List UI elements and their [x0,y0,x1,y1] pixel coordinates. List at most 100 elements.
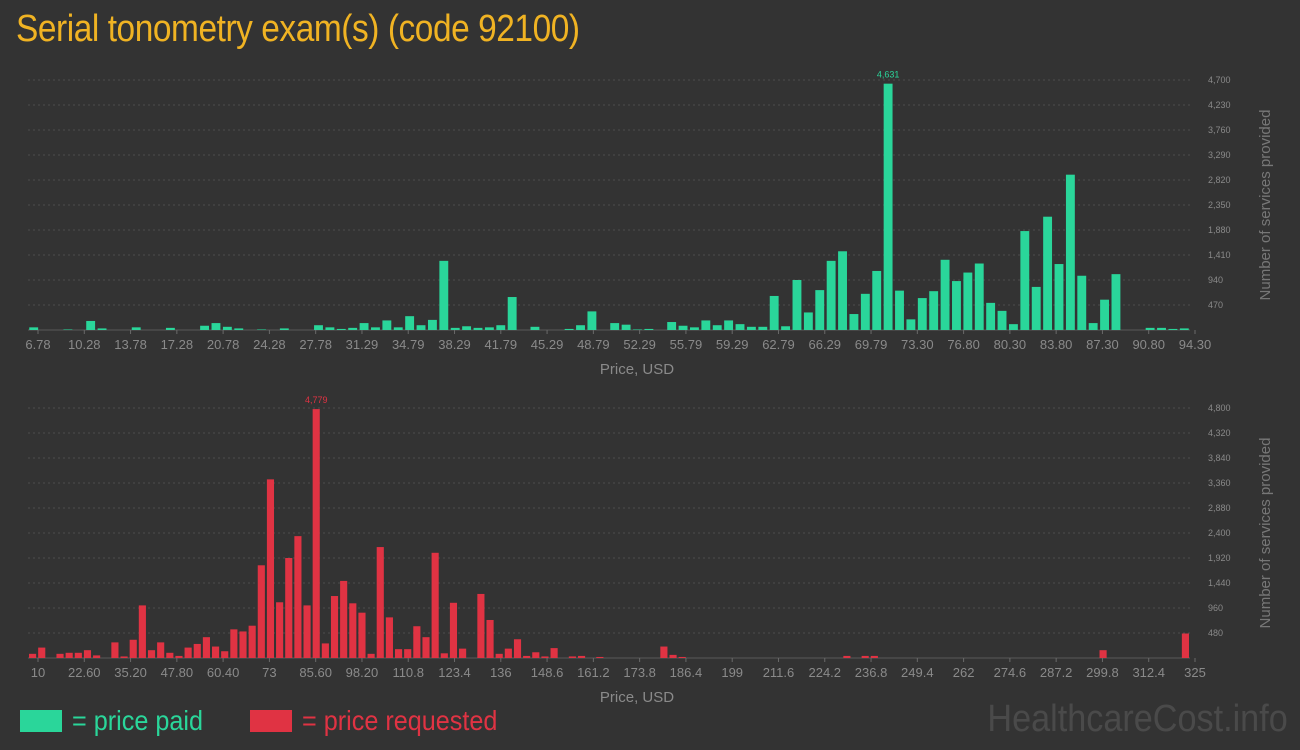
x-tick-label: 27.78 [299,337,332,352]
bar [576,325,585,330]
x-tick-label: 312.4 [1132,665,1165,680]
bar [248,625,256,658]
bar [577,655,586,658]
bar [1031,286,1041,330]
peak-value-label: 4,779 [305,395,328,405]
x-tick-label: 45.29 [531,337,564,352]
y-axis-title: Number of services provided [1257,438,1274,629]
bar [257,329,266,330]
x-tick-label: 73.30 [901,337,934,352]
x-tick-label: 83.80 [1040,337,1073,352]
page-title: Serial tonometry exam(s) (code 92100) [16,8,580,50]
x-tick-label: 94.30 [1179,337,1212,352]
x-tick-label: 48.79 [577,337,610,352]
bar [758,326,768,330]
bar [486,619,494,658]
x-tick-label: 148.6 [531,665,564,680]
bar [906,319,916,330]
y-tick-label: 1,920 [1208,553,1231,563]
x-tick-label: 110.8 [392,665,424,680]
bar [849,314,859,330]
legend-item-paid: = price paid [20,704,218,738]
bar [221,651,229,658]
bar [336,328,346,330]
bar [74,652,82,658]
bar [440,653,448,658]
y-tick-label: 2,350 [1208,200,1231,210]
bar [367,653,375,658]
y-tick-label: 1,410 [1208,250,1231,260]
bar [1168,328,1178,330]
bar [405,316,415,330]
bar [792,280,802,330]
x-tick-label: 90.80 [1132,337,1165,352]
bar [285,558,293,658]
bar [530,326,540,330]
legend-swatch-paid [20,710,62,732]
bar [166,652,174,658]
x-tick-label: 325 [1184,665,1206,680]
bar [587,311,597,330]
bar [385,617,393,658]
bar [883,83,893,330]
x-tick-label: 10 [31,665,45,680]
bar [111,642,119,658]
bar [93,655,101,658]
bar [1179,328,1189,330]
bar [596,656,604,658]
bar [459,648,467,658]
bar [1099,650,1107,658]
bar [477,593,485,658]
bar [678,656,686,658]
bar [1065,174,1075,330]
x-tick-label: 62.79 [762,337,795,352]
x-tick-label: 249.4 [901,665,934,680]
x-tick-label: 10.28 [68,337,101,352]
bar [63,329,73,330]
y-tick-label: 940 [1208,275,1223,285]
bar [861,655,869,658]
chart-price-requested: 480 960 1,440 1,920 2,400 2,880 3,360 3,840 4,32… [28,395,1274,706]
bar [427,319,437,330]
legend-label-paid: = price paid [72,705,203,736]
bar [358,612,366,658]
x-tick-label: 41.79 [485,337,518,352]
bar [568,656,576,658]
bar [83,650,92,658]
bar [276,602,284,658]
watermark: HealthcareCost.info [987,698,1288,740]
bar [340,580,348,658]
bar [724,320,734,330]
x-tick-label: 47.80 [161,665,194,680]
bar [394,649,403,658]
chart-price-paid: 470 940 1,410 1,880 2,350 2,820 3,290 3,760 4,23… [25,70,1274,378]
bar [746,326,756,330]
x-tick-label: 34.79 [392,337,425,352]
x-tick-label: 13.78 [114,337,147,352]
bar [735,324,745,330]
bar [266,479,275,658]
bar [496,325,506,330]
bar [644,328,654,330]
bar [667,322,677,330]
bar [230,629,238,658]
x-tick-label: 66.29 [808,337,841,352]
bar [211,323,221,330]
y-tick-label: 3,760 [1208,125,1231,135]
bar [175,655,183,658]
bar [38,647,46,658]
y-tick-label: 4,700 [1208,75,1231,85]
bar [997,310,1007,330]
bar [239,631,247,658]
x-tick-label: 80.30 [994,337,1027,352]
bar [838,251,847,330]
bar [404,649,412,658]
x-tick-label: 224.2 [808,665,841,680]
x-tick-label: 59.29 [716,337,749,352]
y-tick-label: 2,820 [1208,175,1231,185]
bar [131,327,141,330]
bar [781,326,791,330]
bar [826,260,836,330]
bar [712,325,722,330]
bar [321,643,329,658]
